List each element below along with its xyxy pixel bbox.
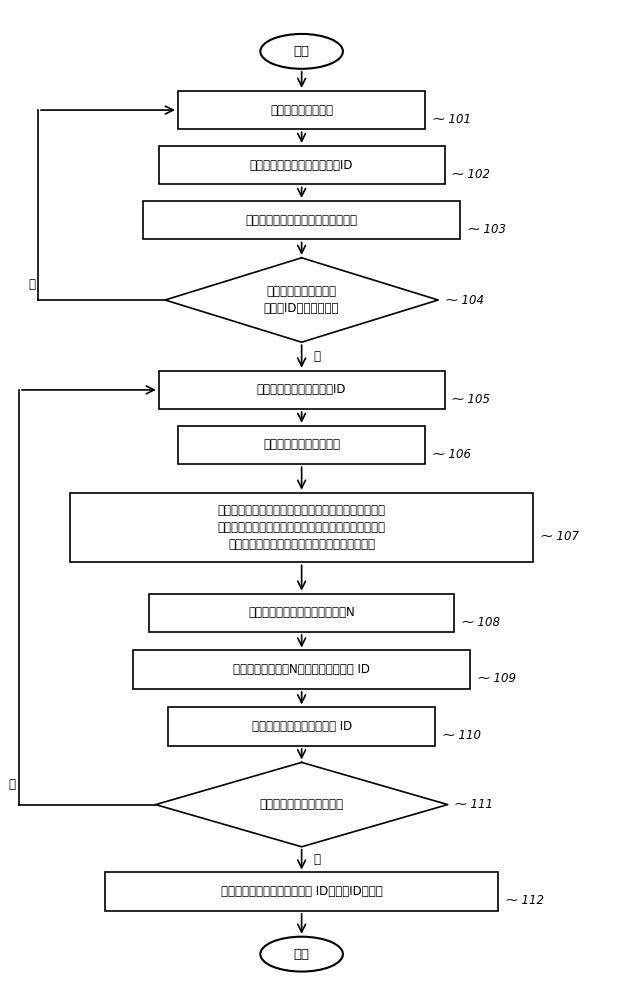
Text: 上位机发送第一命令: 上位机发送第一命令 xyxy=(270,104,333,117)
Text: ⁓ 104: ⁓ 104 xyxy=(446,294,484,307)
FancyBboxPatch shape xyxy=(159,371,444,409)
FancyBboxPatch shape xyxy=(105,872,498,911)
FancyBboxPatch shape xyxy=(178,426,425,464)
Text: 上位机统计第二响应报文的数量N: 上位机统计第二响应报文的数量N xyxy=(248,606,355,619)
Text: 否: 否 xyxy=(28,278,35,291)
Text: 上位机选取待配置的报文ID: 上位机选取待配置的报文ID xyxy=(257,383,346,396)
FancyBboxPatch shape xyxy=(133,650,470,689)
Text: 上位机判断接收的所有
的报文ID是否全不相同: 上位机判断接收的所有 的报文ID是否全不相同 xyxy=(264,285,339,315)
Text: ⁓ 105: ⁓ 105 xyxy=(452,393,490,406)
Ellipse shape xyxy=(260,34,343,69)
Text: ⁓ 101: ⁓ 101 xyxy=(433,113,471,126)
FancyBboxPatch shape xyxy=(70,493,533,562)
Text: 从控制器发送第一响应报文至上位机: 从控制器发送第一响应报文至上位机 xyxy=(246,214,358,227)
FancyBboxPatch shape xyxy=(178,91,425,129)
Text: 是: 是 xyxy=(313,853,320,866)
Polygon shape xyxy=(165,258,438,342)
FancyBboxPatch shape xyxy=(143,201,460,239)
Text: ⁓ 106: ⁓ 106 xyxy=(433,448,471,461)
Text: ⁓ 110: ⁓ 110 xyxy=(443,729,481,742)
Text: ⁓ 103: ⁓ 103 xyxy=(468,223,506,236)
Text: 上位机发送第二命令报文: 上位机发送第二命令报文 xyxy=(263,438,340,451)
Ellipse shape xyxy=(260,937,343,972)
Text: 上位机获取位置为N的从控制器的预设 ID: 上位机获取位置为N的从控制器的预设 ID xyxy=(233,663,370,676)
Text: 从控制器产生随机数作为报文ID: 从控制器产生随机数作为报文ID xyxy=(250,159,353,172)
Text: 否: 否 xyxy=(9,778,16,791)
Text: ⁓ 108: ⁓ 108 xyxy=(462,616,500,629)
Text: ⁓ 111: ⁓ 111 xyxy=(455,798,493,811)
Text: 结束: 结束 xyxy=(293,948,310,961)
Text: 所有从控制器读取存储的预设 ID以完成ID的配置: 所有从控制器读取存储的预设 ID以完成ID的配置 xyxy=(221,885,382,898)
Text: ⁓ 107: ⁓ 107 xyxy=(541,530,579,543)
Text: 是: 是 xyxy=(313,350,320,363)
Text: 待配置的从控制器发送第二响应至上位机，发出触发信
号控制下级的所有从控制器依次逐级发出触发信号，下
级的所有从控制器也发送第二响应报文至上位机: 待配置的从控制器发送第二响应至上位机，发出触发信 号控制下级的所有从控制器依次逐… xyxy=(218,504,385,551)
Polygon shape xyxy=(156,762,448,847)
Text: 是否所有的从控制器处理完: 是否所有的从控制器处理完 xyxy=(260,798,344,811)
FancyBboxPatch shape xyxy=(168,707,435,746)
FancyBboxPatch shape xyxy=(159,146,444,184)
Text: ⁓ 102: ⁓ 102 xyxy=(452,168,490,181)
Text: 待配置的从控制器存储预设 ID: 待配置的从控制器存储预设 ID xyxy=(251,720,352,733)
FancyBboxPatch shape xyxy=(149,594,454,632)
Text: 开始: 开始 xyxy=(293,45,310,58)
Text: ⁓ 109: ⁓ 109 xyxy=(478,672,516,685)
Text: ⁓ 112: ⁓ 112 xyxy=(506,894,544,907)
